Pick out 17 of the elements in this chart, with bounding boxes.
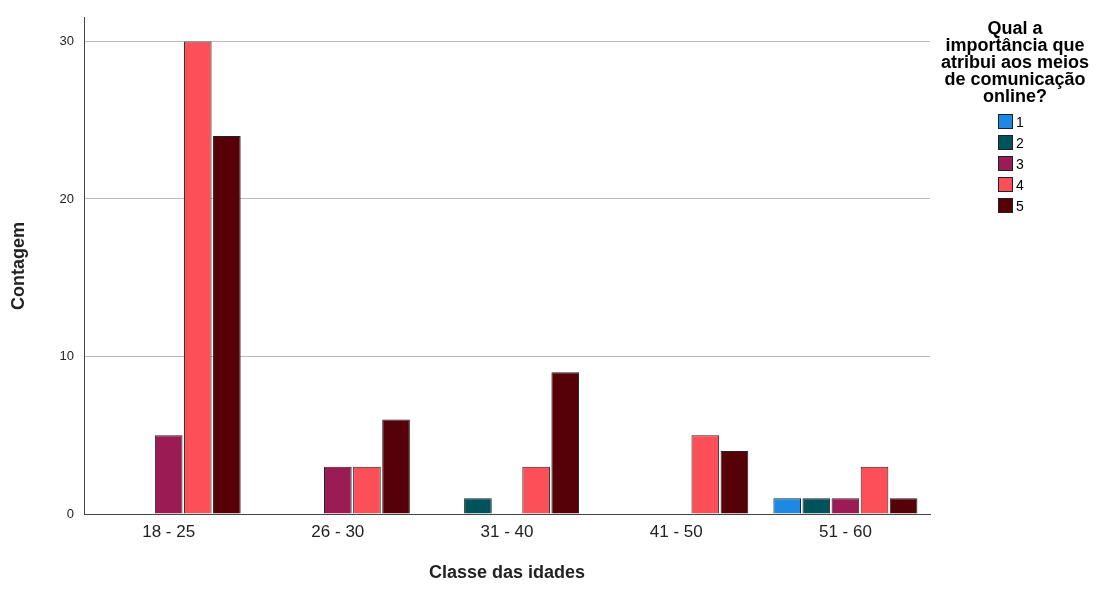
x-tick-label: 51 - 60 bbox=[818, 521, 872, 541]
x-axis-title: Classe das idades bbox=[428, 562, 586, 583]
legend-label: 4 bbox=[1016, 176, 1024, 193]
y-tick-label: 20 bbox=[59, 190, 75, 206]
legend-label: 2 bbox=[1016, 134, 1024, 151]
x-tick-label: 41 - 50 bbox=[649, 521, 703, 541]
y-tick-label: 10 bbox=[59, 348, 75, 364]
legend-title: Qual a importância que atribui aos meios de comunicação online? bbox=[940, 18, 1090, 106]
legend-label: 5 bbox=[1016, 197, 1024, 214]
legend-label: 1 bbox=[1016, 113, 1024, 130]
x-tick-label: 18 - 25 bbox=[142, 521, 196, 541]
legend-label: 3 bbox=[1016, 155, 1024, 172]
y-axis-title: Contagem bbox=[7, 221, 28, 310]
y-tick-label: 0 bbox=[66, 505, 75, 521]
y-tick-label: 30 bbox=[59, 33, 75, 49]
x-tick-label: 31 - 40 bbox=[480, 521, 534, 541]
x-tick-label: 26 - 30 bbox=[311, 521, 365, 541]
